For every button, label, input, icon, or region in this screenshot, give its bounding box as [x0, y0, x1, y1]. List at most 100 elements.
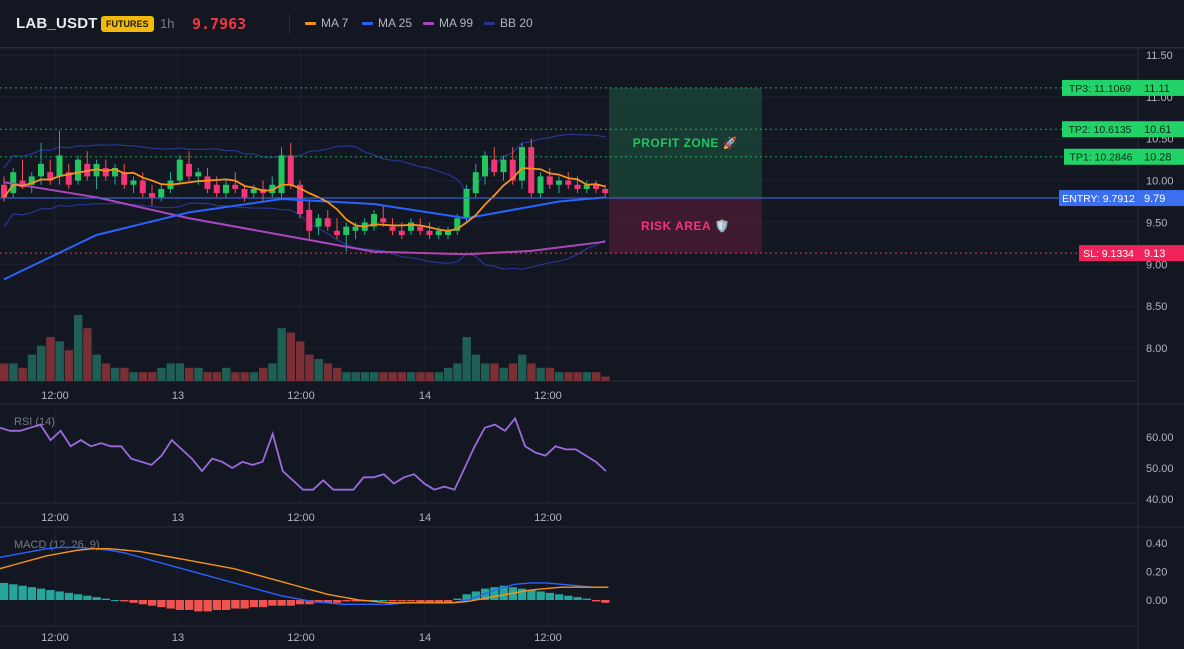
- volume-bar: [527, 363, 536, 381]
- time-tick-label: 14: [419, 632, 431, 644]
- macd-histogram-bar: [46, 590, 55, 600]
- timeframe-label[interactable]: 1h: [160, 16, 175, 31]
- volume-bar: [157, 367, 166, 381]
- macd-histogram-bar: [370, 600, 379, 601]
- symbol-name[interactable]: LAB_USDT: [16, 15, 98, 32]
- macd-histogram-bar: [471, 591, 481, 600]
- rsi-pane: RSI (14) 40.00 50.00 60.00: [0, 416, 1174, 506]
- macd-histogram-bar: [175, 600, 185, 610]
- macd-histogram-bar: [323, 600, 333, 603]
- volume-bar: [545, 367, 555, 381]
- time-tick-label: 12:00: [287, 512, 315, 524]
- legend-ma7[interactable]: MA 7: [305, 16, 348, 30]
- volume-bar: [166, 363, 175, 381]
- price-tick-label: 10.00: [1146, 176, 1174, 188]
- volume-bar: [240, 372, 249, 381]
- candle-body: [491, 159, 498, 173]
- legend-ma99[interactable]: MA 99: [423, 16, 473, 30]
- macd-histogram-bar: [592, 600, 601, 602]
- macd-histogram-bar: [564, 595, 573, 600]
- macd-histogram-bar: [379, 600, 388, 601]
- macd-histogram-bar: [101, 598, 111, 600]
- candle-body: [408, 222, 414, 231]
- candle-body: [445, 230, 451, 235]
- candle-body: [602, 188, 609, 194]
- candle-body: [389, 226, 396, 231]
- ma7-line: [3, 167, 606, 232]
- volume-bar: [351, 372, 360, 381]
- candle-body: [565, 180, 572, 185]
- volume-bar: [203, 372, 212, 381]
- volume-bar: [101, 363, 111, 381]
- candle-body: [593, 184, 599, 189]
- candle-body: [269, 184, 276, 194]
- volume-bar: [342, 372, 351, 381]
- macd-histogram-bar: [185, 600, 194, 610]
- level-tag-sl: [1079, 245, 1138, 262]
- macd-histogram-bar: [120, 600, 129, 602]
- macd-histogram-bar: [83, 595, 92, 600]
- macd-histogram-bar: [582, 598, 592, 600]
- candle-body: [426, 230, 433, 235]
- time-tick-label: 13: [172, 390, 184, 402]
- volume-bar: [37, 345, 46, 381]
- candle-body: [38, 163, 44, 177]
- bb-upper-line: [3, 133, 606, 192]
- macd-histogram-bar: [55, 591, 64, 600]
- volume-bar: [360, 372, 370, 381]
- axis-tag-text-entry: 9.79: [1144, 193, 1165, 205]
- macd-histogram-bar: [259, 600, 268, 608]
- macd-histogram-bar: [64, 592, 74, 600]
- axis-tag-sl: [1138, 245, 1184, 262]
- volume-bar: [444, 367, 453, 381]
- candle-body: [176, 159, 183, 181]
- candle-body: [343, 226, 350, 235]
- macd-histogram-bar: [536, 591, 545, 600]
- legend-ma25[interactable]: MA 25: [362, 16, 412, 30]
- volume-bar: [268, 363, 277, 381]
- candlesticks: [1, 130, 609, 252]
- volume-bar: [64, 350, 74, 381]
- macd-title: MACD (12, 26, 9): [14, 539, 100, 551]
- price-tick-label: 9.50: [1146, 217, 1167, 229]
- axis-tag-entry: [1138, 190, 1184, 207]
- axis-tag-text-tp3: 11.11: [1144, 83, 1170, 95]
- macd-histogram-bar: [453, 598, 462, 600]
- volume-bar: [462, 337, 471, 381]
- volume-bar: [379, 372, 388, 381]
- macd-histogram-bar: [37, 588, 46, 600]
- volume-bar: [370, 372, 379, 381]
- macd-pane: MACD (12, 26, 9) 0.00 0.20 0.40: [0, 538, 1167, 612]
- macd-histogram-bar: [111, 600, 120, 601]
- candle-body: [435, 230, 442, 235]
- level-tag-tp1: [1064, 148, 1138, 165]
- volume-bar: [314, 359, 323, 381]
- macd-histogram-bar: [462, 594, 471, 600]
- profit-zone-box: [609, 87, 762, 199]
- macd-histogram-bar: [397, 600, 407, 602]
- axis-tag-text-tp1: 10.28: [1144, 152, 1172, 164]
- macd-histogram-bar: [296, 600, 305, 605]
- axis-tag-tp1: [1138, 148, 1184, 165]
- macd-histogram-bar: [555, 594, 564, 600]
- candle-body: [28, 176, 35, 185]
- legend-bb20[interactable]: BB 20: [484, 16, 533, 30]
- macd-histogram-bar: [286, 600, 296, 606]
- macd-histogram-bar: [434, 600, 444, 603]
- macd-histogram-bar: [545, 592, 555, 600]
- macd-histogram-bar: [212, 600, 222, 610]
- moving-averages: [3, 167, 606, 281]
- volume-bar: [573, 372, 582, 381]
- level-tag-text-tp2: TP2: 10.6135: [1068, 124, 1131, 136]
- volume-bar: [434, 372, 444, 381]
- candle-body: [139, 180, 146, 194]
- candle-body: [583, 184, 590, 189]
- candle-body: [47, 172, 54, 181]
- volume-bar: [471, 354, 481, 381]
- volume-bar: [592, 372, 601, 381]
- volume-bar: [92, 354, 101, 381]
- volume-bar: [212, 372, 222, 381]
- volume-bar: [490, 363, 499, 381]
